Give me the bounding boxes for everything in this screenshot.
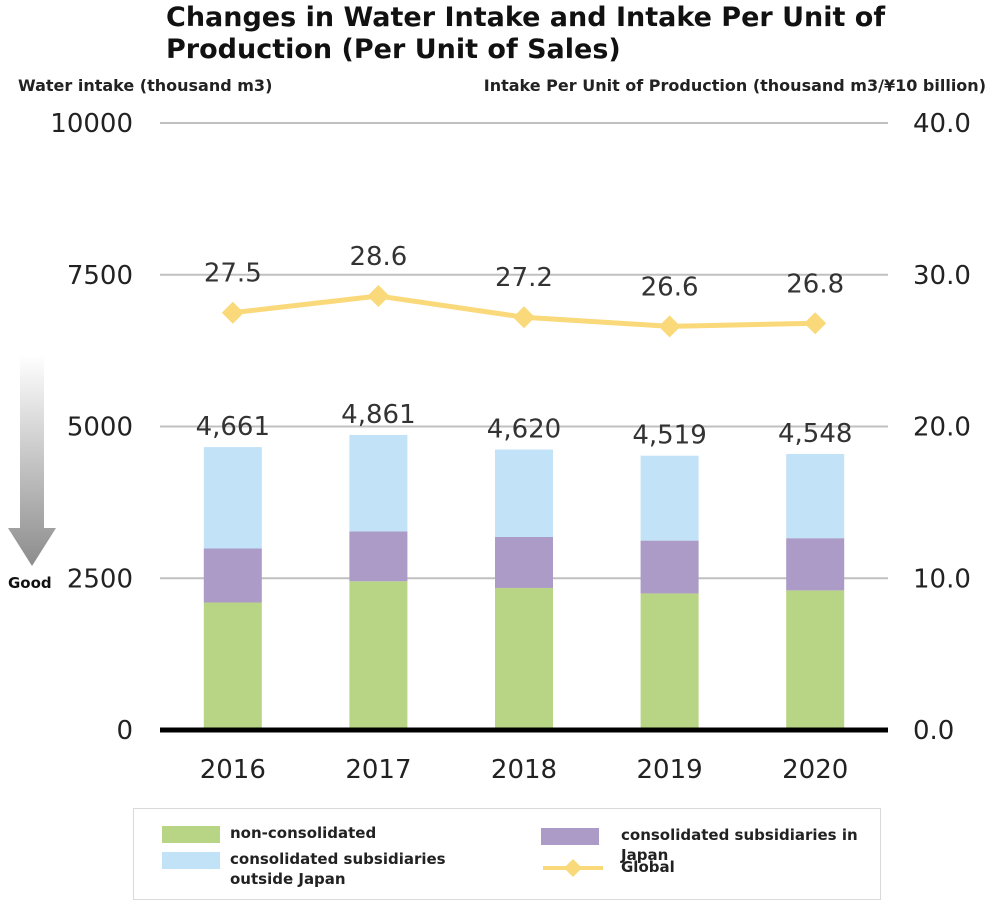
good-arrow-icon bbox=[8, 355, 56, 566]
global-data-label: 28.6 bbox=[349, 242, 407, 272]
bar-total-label: 4,620 bbox=[487, 415, 561, 445]
bar-outside-japan-2018 bbox=[495, 449, 553, 537]
right-tick-label: 20.0 bbox=[913, 413, 971, 443]
legend-swatch-outside-japan bbox=[162, 852, 220, 869]
global-point-2018 bbox=[513, 306, 535, 329]
bar-outside-japan-2017 bbox=[349, 434, 408, 532]
x-tick-label: 2016 bbox=[200, 755, 266, 785]
bar-japan-2020 bbox=[786, 538, 845, 591]
global-data-label: 26.6 bbox=[641, 272, 699, 302]
bar-non-consolidated-2019 bbox=[640, 593, 699, 730]
bar-total-label: 4,548 bbox=[778, 419, 852, 449]
legend-label-global: Global bbox=[621, 858, 675, 876]
bar-outside-japan-2019 bbox=[640, 455, 699, 541]
bar-non-consolidated-2020 bbox=[786, 590, 845, 730]
global-data-label: 26.8 bbox=[786, 269, 844, 299]
right-tick-label: 40.0 bbox=[913, 109, 971, 139]
left-tick-label: 2500 bbox=[67, 564, 133, 594]
global-point-2019 bbox=[658, 315, 681, 338]
global-point-2017 bbox=[367, 284, 390, 307]
x-tick-label: 2018 bbox=[491, 755, 557, 785]
left-tick-label: 7500 bbox=[67, 261, 133, 291]
right-tick-label: 0.0 bbox=[913, 716, 954, 746]
left-axis-title: Water intake (thousand m3) bbox=[18, 76, 273, 95]
global-point-2020 bbox=[804, 312, 827, 335]
legend-swatch-japan bbox=[541, 828, 599, 845]
good-label: Good bbox=[8, 574, 52, 592]
left-tick-label: 5000 bbox=[67, 413, 133, 443]
legend-label-outside-line1: consolidated subsidiaries bbox=[230, 850, 446, 868]
legend-line-marker-icon bbox=[543, 859, 603, 877]
bar-total-label: 4,519 bbox=[632, 421, 706, 451]
bar-non-consolidated-2017 bbox=[349, 581, 408, 730]
bar-japan-2017 bbox=[349, 531, 408, 582]
left-tick-label: 10000 bbox=[50, 109, 133, 139]
chart-title: Changes in Water Intake and Intake Per U… bbox=[166, 2, 886, 65]
bar-total-label: 4,661 bbox=[196, 412, 270, 442]
right-tick-label: 10.0 bbox=[913, 564, 971, 594]
bar-japan-2019 bbox=[640, 540, 699, 594]
x-tick-label: 2019 bbox=[637, 755, 703, 785]
legend-item-global: Global bbox=[541, 857, 881, 879]
global-data-label: 27.2 bbox=[495, 263, 553, 293]
right-tick-label: 30.0 bbox=[913, 261, 971, 291]
legend-item-japan: consolidated subsidiaries in Japan bbox=[541, 825, 881, 864]
legend-item-non-consolidated: non-consolidated bbox=[162, 823, 482, 845]
bar-outside-japan-2020 bbox=[786, 453, 845, 539]
x-tick-label: 2020 bbox=[782, 755, 848, 785]
legend-label-non-consolidated: non-consolidated bbox=[230, 824, 377, 842]
legend-label-japan: consolidated subsidiaries in Japan bbox=[621, 826, 858, 864]
legend-label-outside-line2: outside Japan bbox=[230, 870, 346, 888]
bar-japan-2018 bbox=[495, 536, 553, 588]
legend-label-outside-japan: consolidated subsidiaries outside Japan bbox=[230, 849, 460, 889]
bar-non-consolidated-2016 bbox=[203, 602, 262, 730]
bar-japan-2016 bbox=[203, 548, 262, 603]
legend-item-outside-japan: consolidated subsidiaries outside Japan bbox=[162, 849, 482, 893]
legend-swatch-non-consolidated bbox=[162, 826, 220, 843]
global-point-2016 bbox=[221, 301, 244, 324]
bar-non-consolidated-2018 bbox=[495, 587, 553, 730]
global-data-label: 27.5 bbox=[204, 259, 262, 289]
chart-plot: 4,661 4,861 4,620 4,519 4,548 27.5 28.6 27.2 26.… bbox=[8, 109, 971, 785]
legend: non-consolidated consolidated subsidiari… bbox=[133, 808, 881, 900]
bar-total-label: 4,861 bbox=[341, 400, 415, 430]
left-tick-label: 0 bbox=[116, 716, 133, 746]
bar-outside-japan-2016 bbox=[203, 447, 262, 549]
x-tick-label: 2017 bbox=[345, 755, 411, 785]
right-axis-title: Intake Per Unit of Production (thousand … bbox=[483, 76, 986, 95]
